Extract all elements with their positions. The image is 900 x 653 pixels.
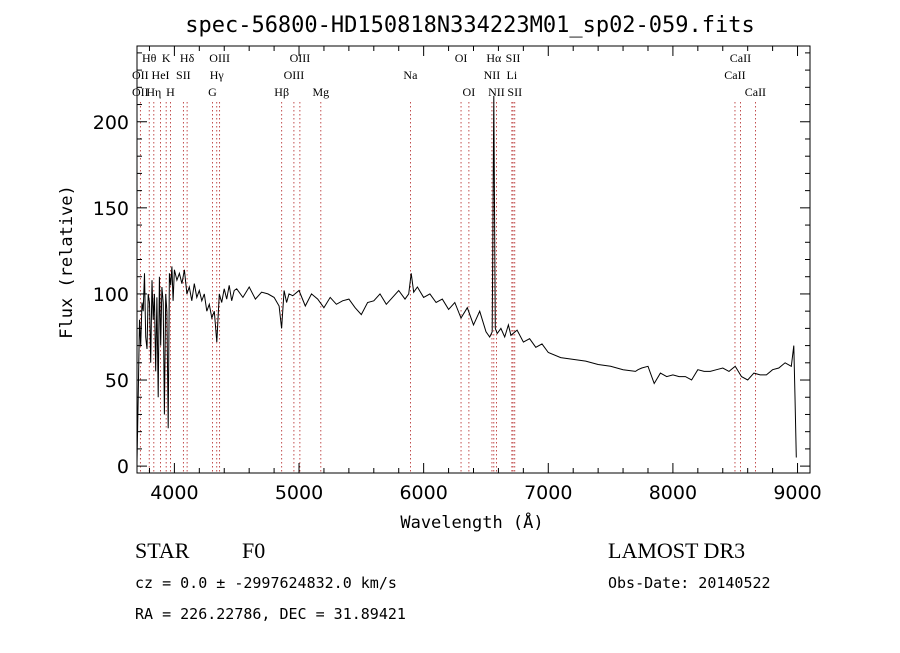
spectral-line-label: Mg [312, 85, 329, 99]
y-tick-label: 100 [93, 284, 129, 306]
spectral-line-label: NII [488, 85, 505, 99]
spectral-line-label: Hβ [274, 85, 289, 99]
spectral-line-label: OII [132, 85, 149, 99]
object-class: STAR [135, 538, 190, 563]
spectral-line-label: OI [455, 51, 468, 65]
spectral-line-label: G [208, 85, 217, 99]
y-axis-label: Flux (relative) [57, 185, 77, 339]
spectral-line-label: SII [507, 85, 522, 99]
flux-series-line [136, 95, 797, 463]
axes-layer: 4000 5000 6000 7000 8000 9000 0 50 100 150 200 [93, 45, 822, 504]
y-tick-label: 200 [93, 112, 129, 134]
series-layer [136, 95, 797, 463]
x-tick-label: 7000 [524, 482, 572, 504]
spectral-line-label: Hγ [210, 68, 225, 82]
x-tick-label: 5000 [275, 482, 323, 504]
spectral-line-label: SII [506, 51, 521, 65]
obs-date-text: Obs-Date: 20140522 [608, 574, 771, 592]
spectral-line-label: Hη [146, 85, 161, 99]
spectral-line-label: Na [403, 68, 418, 82]
y-tick-label: 0 [117, 456, 129, 478]
spectral-line-label: OIII [209, 51, 230, 65]
plot-frame [136, 45, 811, 474]
spectral-line-label: OIII [284, 68, 305, 82]
spectral-line-label: CaII [724, 68, 745, 82]
spectral-line-label: CaII [730, 51, 751, 65]
x-tick-label: 4000 [150, 482, 198, 504]
spectral-line-label: CaII [745, 85, 766, 99]
chart-title: spec-56800-HD150818N334223M01_sp02-059.f… [185, 13, 755, 38]
spectral-line-label: HeI [152, 68, 170, 82]
spectral-line-label: H [166, 85, 175, 99]
spectral-line-label: Li [507, 68, 518, 82]
y-tick-label: 150 [93, 198, 129, 220]
spectral-line-label: SII [176, 68, 191, 82]
spectral-line-label: NII [484, 68, 501, 82]
spectral-line-label: OI [463, 85, 476, 99]
y-tick-label: 50 [105, 370, 129, 392]
redshift-text: cz = 0.0 ± -2997624832.0 km/s [135, 574, 397, 592]
spectral-line-label: Hδ [180, 51, 195, 65]
object-subclass: F0 [242, 538, 265, 563]
x-tick-label: 6000 [399, 482, 447, 504]
spectral-line-label: Hθ [142, 51, 157, 65]
spectral-line-label: OIII [290, 51, 311, 65]
x-tick-label: 8000 [649, 482, 697, 504]
coordinates-text: RA = 226.22786, DEC = 31.89421 [135, 605, 406, 623]
spectral-line-label: Hα [486, 51, 502, 65]
spectral-line-label: OII [132, 68, 149, 82]
x-axis-label: Wavelength (Å) [400, 511, 543, 533]
x-tick-label: 9000 [773, 482, 821, 504]
survey-name: LAMOST DR3 [608, 538, 745, 563]
spectral-line-label: K [162, 51, 171, 65]
